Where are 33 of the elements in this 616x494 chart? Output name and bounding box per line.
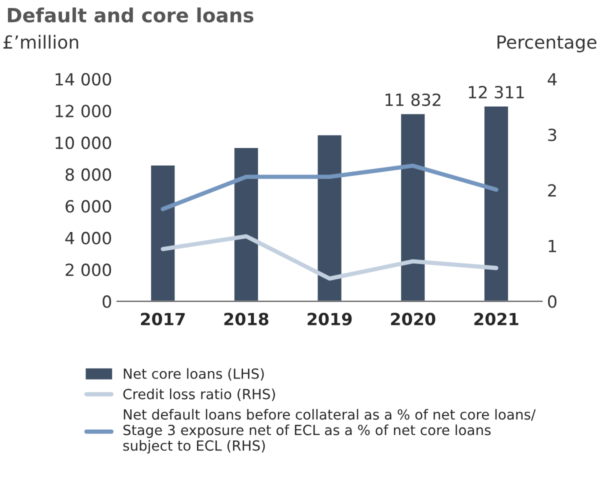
bar (150, 164, 176, 302)
y-tick-label: 6 000 (66, 200, 112, 213)
y-tick-label: 14 000 (56, 73, 112, 86)
y2-tick-label: 2 (548, 184, 556, 197)
legend-label: Net default loans before collateral as a % of net core loans/ Stage 3 exposure net of ECL as a % of net core loans subject to ECL (RHS) (123, 408, 536, 454)
x-tick-label: 2020 (391, 312, 436, 326)
y2-tick-label: 4 (548, 73, 557, 86)
x-tick-label: 2019 (308, 312, 352, 326)
y-tick-label: 10 000 (56, 136, 112, 150)
x-tick-label: 2021 (474, 312, 518, 326)
data-label: 12 311 (468, 86, 524, 98)
legend-label: Net core loans (LHS) (124, 368, 264, 381)
line-series (160, 164, 498, 212)
line-series (160, 234, 498, 281)
data-label: 11 832 (386, 93, 440, 106)
bar (316, 134, 343, 302)
y2-tick-label: 0 (548, 295, 556, 308)
chart-title: Default and core loans (8, 7, 254, 23)
y2-tick-label: 3 (548, 128, 556, 142)
y-tick-label: 2 000 (66, 264, 112, 276)
bar (400, 112, 426, 302)
y-tick-label: 8 000 (66, 168, 112, 181)
y-tick-label: 12 000 (56, 104, 112, 118)
bar (483, 105, 510, 302)
y-tick-label: 0 (102, 295, 112, 308)
x-tick-label: 2017 (141, 312, 185, 326)
y2-tick-label: 1 (548, 240, 556, 252)
y-tick-label: 4 000 (65, 232, 112, 244)
y-axis-title: £’million (3, 34, 78, 49)
legend-label: Credit loss ratio (RHS) (123, 388, 275, 401)
bar (233, 146, 260, 302)
y2-axis-title: Percentage (498, 35, 596, 52)
x-tick-label: 2018 (224, 312, 268, 326)
